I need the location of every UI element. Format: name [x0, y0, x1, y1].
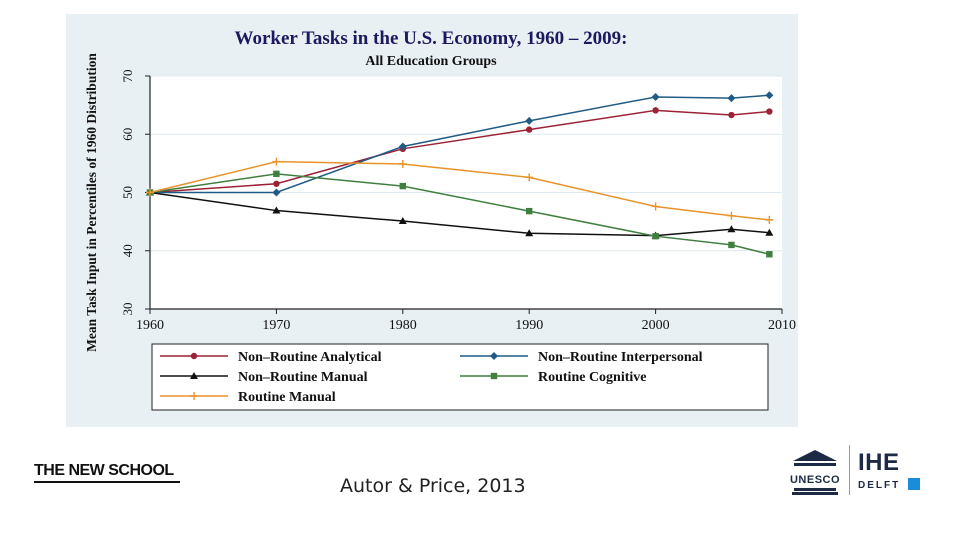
legend-swatch-marker [190, 372, 198, 379]
x-tick-label: 1960 [136, 318, 164, 333]
data-point [146, 188, 154, 197]
x-tick-label: 1980 [389, 318, 417, 333]
data-point [728, 241, 735, 249]
new-school-logo-text: THE NEW SCHOOL [34, 462, 174, 479]
data-point [272, 188, 281, 197]
legend-swatch-marker [190, 392, 198, 400]
ihe-accent-square [908, 478, 920, 490]
x-tick-label: 1990 [515, 318, 543, 333]
data-point [765, 228, 774, 236]
x-tick-label: 2010 [768, 318, 796, 333]
data-point [525, 229, 534, 237]
line-chart: 30 40 50 60 70 1960 1970 1980 1990 2000 2010 Mean T… [84, 53, 796, 411]
data-point [273, 170, 280, 178]
x-tick-label: 2000 [642, 318, 670, 333]
data-point [727, 94, 736, 103]
data-point [272, 157, 281, 166]
data-point [727, 225, 736, 233]
data-point [525, 173, 534, 182]
unesco-logo-text: UNESCO [790, 474, 840, 486]
citation: Autor & Price, 2013 [340, 475, 526, 497]
y-tick-label: 60 [120, 128, 135, 141]
chart-subtitle: All Education Groups [365, 54, 497, 69]
data-point [727, 211, 736, 220]
data-point [526, 207, 533, 215]
legend-swatch-marker [490, 352, 498, 360]
legend-label: Routine Cognitive [538, 370, 647, 385]
data-point [728, 111, 735, 119]
data-point [652, 107, 659, 114]
new-school-logo-rule [34, 481, 180, 483]
data-point [272, 206, 281, 214]
ihe-logo-main: IHE [858, 449, 900, 476]
data-point [765, 215, 774, 224]
data-point [399, 182, 406, 190]
unesco-temple-icon: UNESCO [790, 450, 840, 495]
y-tick-label: 70 [120, 70, 135, 83]
ihe-logo-sub: DELFT [858, 480, 901, 491]
data-point [766, 108, 773, 115]
data-point [273, 180, 280, 187]
y-tick-label: 30 [120, 303, 135, 316]
y-tick-label: 40 [120, 244, 135, 257]
legend-swatch-marker [190, 352, 198, 360]
y-axis-title: Mean Task Input in Percentiles of 1960 D… [84, 53, 99, 352]
data-point [525, 116, 534, 125]
data-point [398, 217, 407, 225]
data-point [398, 159, 407, 168]
data-point [766, 251, 773, 258]
data-point [398, 142, 407, 151]
new-school-logo: THE NEW SCHOOL [34, 462, 184, 486]
data-point [765, 91, 774, 100]
legend-label: Non–Routine Analytical [238, 350, 382, 365]
legend-swatch-marker [490, 372, 498, 380]
x-tick-label: 1970 [262, 318, 290, 333]
legend-box [151, 343, 769, 411]
unesco-logo: UNESCO [790, 448, 840, 496]
data-point [652, 232, 659, 240]
chart-title: Worker Tasks in the U.S. Economy, 1960 –… [234, 28, 628, 49]
chart-panel: 30 40 50 60 70 1960 1970 1980 1990 2000 2010 Mean T… [66, 14, 798, 427]
data-point [651, 92, 660, 101]
legend-label: Non–Routine Interpersonal [538, 350, 703, 365]
data-point [526, 126, 533, 133]
legend-label: Non–Routine Manual [238, 370, 368, 385]
data-point [651, 202, 660, 211]
y-tick-label: 50 [120, 186, 135, 199]
logo-divider [849, 445, 850, 495]
legend-label: Routine Manual [238, 390, 336, 405]
